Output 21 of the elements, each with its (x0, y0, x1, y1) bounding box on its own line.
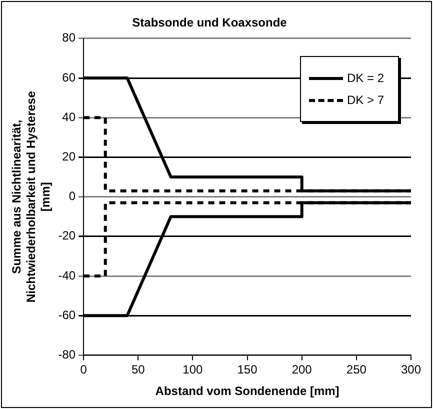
y-axis-title: Summe aus Nichtlinearität, Nichtwiederholbarkeit und Hysterese [mm] (10, 90, 52, 303)
legend-label: DK > 7 (347, 93, 384, 108)
y-tick-label: 0 (68, 189, 76, 204)
x-tick-label: 0 (80, 362, 88, 377)
y-tick-label: -60 (58, 308, 76, 322)
x-tick-label: 100 (182, 362, 204, 377)
x-axis-title: Abstand vom Sondenende [mm] (155, 384, 340, 398)
x-tick-label: 150 (237, 362, 258, 377)
y-tick-label: 60 (62, 70, 76, 84)
chart-title: Stabsonde und Koaxsonde (132, 16, 288, 30)
x-tick-label: 250 (346, 362, 367, 377)
y-tick-label: -20 (58, 228, 76, 243)
legend-label: DK = 2 (347, 71, 384, 86)
y-tick-label: 20 (62, 150, 76, 164)
x-tick-label: 50 (131, 362, 146, 377)
y-tick-label: -40 (58, 268, 76, 282)
y-tick-label: 80 (62, 30, 76, 45)
y-tick-label: 40 (62, 110, 76, 124)
y-tick-label: -80 (58, 348, 76, 362)
x-tick-label: 300 (400, 362, 422, 377)
x-tick-label: 200 (292, 362, 312, 377)
